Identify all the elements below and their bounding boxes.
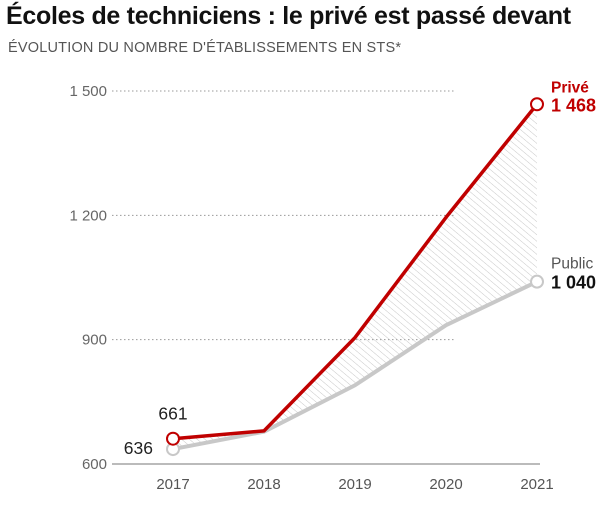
x-tick-label: 2021 — [520, 476, 553, 493]
x-tick-label: 2018 — [247, 476, 280, 493]
x-tick-label: 2017 — [156, 476, 189, 493]
prive-endpoint-marker — [530, 97, 544, 112]
public-series-name: Public — [551, 256, 593, 273]
public-start-label: 636 — [124, 438, 153, 458]
public-endpoint-marker — [530, 274, 544, 289]
prive-line — [171, 102, 539, 441]
public-line — [171, 279, 539, 452]
public-end-value: 1 040 — [551, 273, 596, 293]
prive-series-name: Privé — [551, 79, 589, 96]
prive-start-label: 661 — [158, 404, 187, 424]
prive-end-value: 1 468 — [551, 95, 596, 115]
y-tick-label: 1 500 — [69, 83, 107, 100]
y-tick-label: 900 — [82, 332, 107, 349]
x-tick-label: 2020 — [429, 476, 462, 493]
x-tick-label: 2019 — [338, 476, 371, 493]
y-tick-label: 600 — [82, 456, 107, 473]
prive-endpoint-marker — [166, 431, 180, 446]
chart-title: Écoles de techniciens : le privé est pas… — [6, 2, 571, 30]
chart-subtitle: ÉVOLUTION DU NOMBRE D'ÉTABLISSEMENTS EN … — [8, 40, 402, 56]
y-tick-label: 1 200 — [69, 207, 107, 224]
